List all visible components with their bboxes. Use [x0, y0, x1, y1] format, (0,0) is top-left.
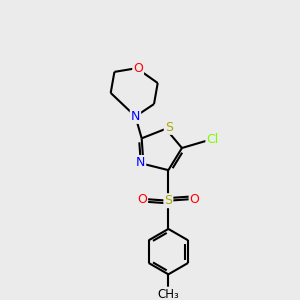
Text: CH₃: CH₃	[158, 288, 179, 300]
Text: Cl: Cl	[206, 133, 219, 146]
Text: S: S	[165, 121, 173, 134]
Text: O: O	[133, 62, 143, 75]
Text: O: O	[137, 193, 147, 206]
Text: O: O	[190, 193, 200, 206]
Text: S: S	[164, 194, 172, 207]
Text: N: N	[131, 110, 140, 123]
Text: N: N	[136, 156, 145, 169]
